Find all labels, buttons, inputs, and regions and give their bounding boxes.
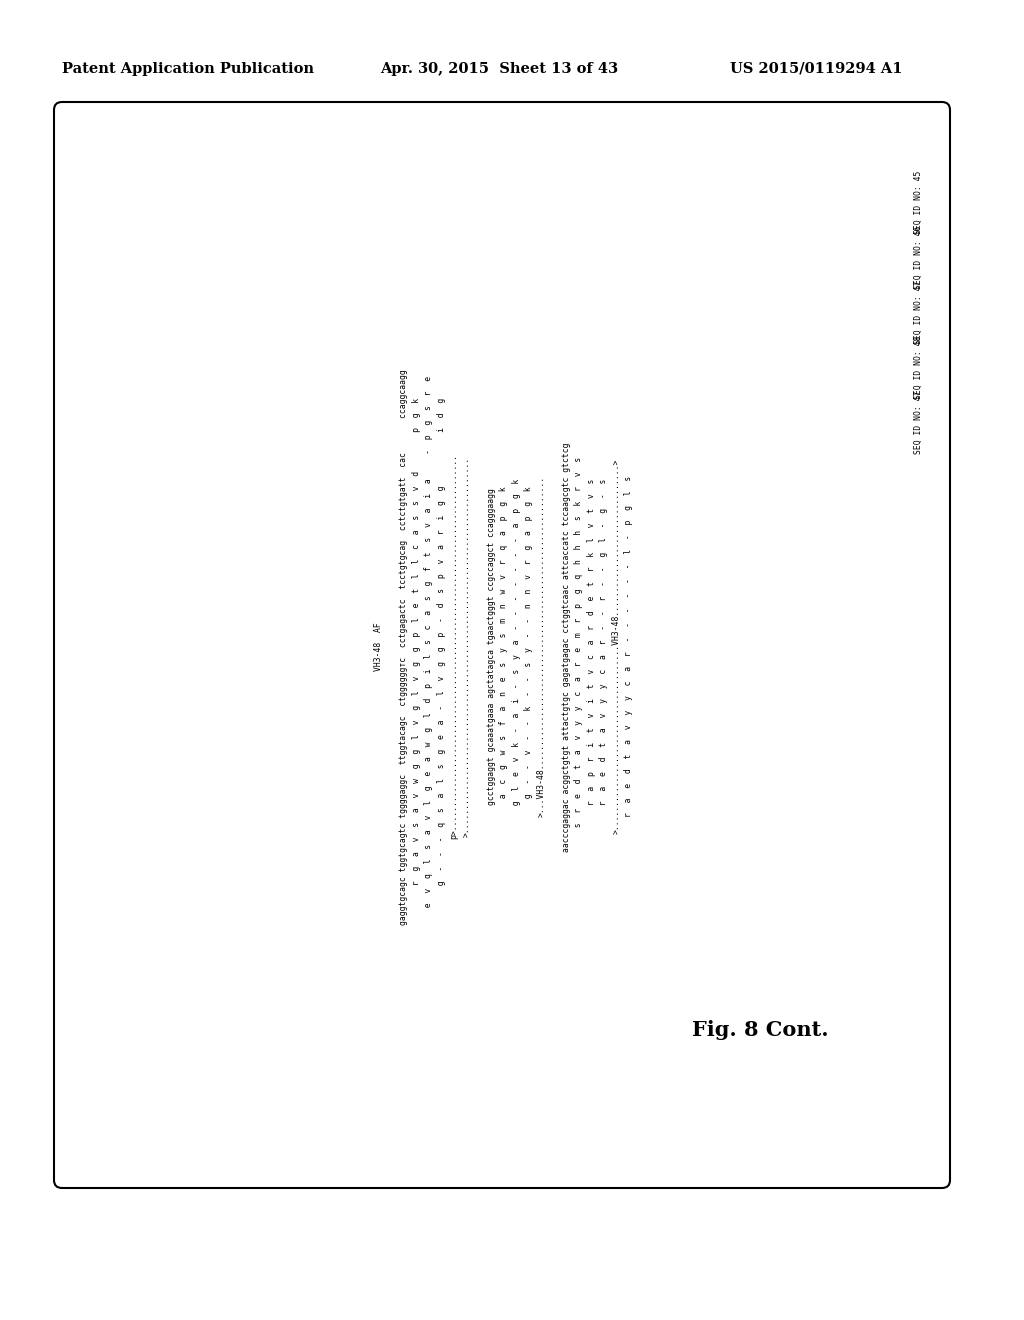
Text: SEQ ID NO: 46: SEQ ID NO: 46 — [914, 226, 923, 289]
Text: Fig. 8 Cont.: Fig. 8 Cont. — [691, 1020, 828, 1040]
Text: Patent Application Publication: Patent Application Publication — [62, 62, 314, 77]
FancyBboxPatch shape — [54, 102, 950, 1188]
Text: SEQ ID NO: 47: SEQ ID NO: 47 — [914, 391, 923, 454]
Text: VH3-48  AF

gaggtgcagc tggtgcagtc tggggaggc  ttggtacagc  ctggggggтc  cctgagactc : VH3-48 AF gaggtgcagc tggtgcagtc tggggagg… — [375, 368, 633, 925]
Text: SEQ ID NO: 48: SEQ ID NO: 48 — [914, 335, 923, 399]
Text: US 2015/0119294 A1: US 2015/0119294 A1 — [730, 62, 902, 77]
Text: SEQ ID NO: 47: SEQ ID NO: 47 — [914, 280, 923, 343]
Text: SEQ ID NO: 45: SEQ ID NO: 45 — [914, 170, 923, 234]
Text: Apr. 30, 2015  Sheet 13 of 43: Apr. 30, 2015 Sheet 13 of 43 — [380, 62, 618, 77]
